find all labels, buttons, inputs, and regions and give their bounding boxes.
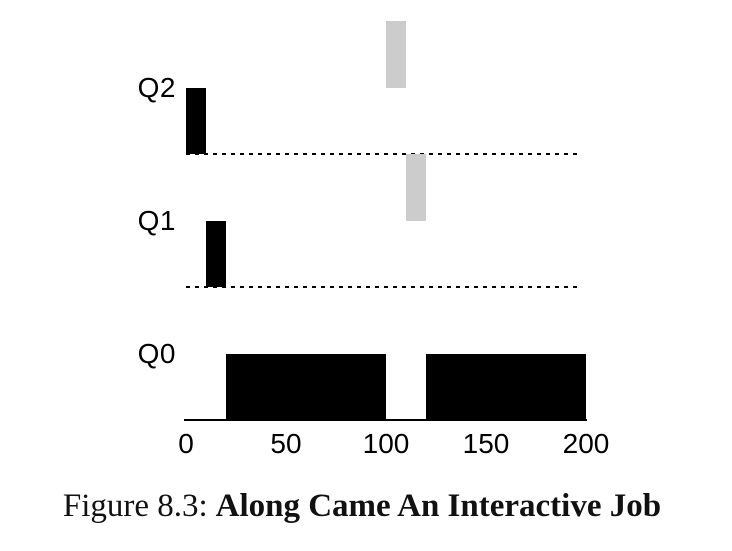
queue-label-q2: Q2 bbox=[137, 72, 176, 103]
queue-baseline-q1 bbox=[186, 286, 582, 288]
x-tick-label-0: 0 bbox=[178, 428, 194, 459]
queue-baseline-q2 bbox=[186, 153, 582, 155]
x-tick-label-150: 150 bbox=[462, 428, 510, 459]
figure-title: Along Came An Interactive Job bbox=[215, 488, 662, 524]
bar-black-job-q1-1 bbox=[206, 221, 226, 287]
queue-label-q0: Q0 bbox=[137, 338, 176, 369]
x-tick-label-200: 200 bbox=[562, 428, 610, 459]
figure-caption: Figure 8.3: Along Came An Interactive Job bbox=[0, 486, 724, 526]
queue-label-q1: Q1 bbox=[137, 205, 176, 236]
mlfq-chart: Q2 Q1 Q0 0 50 100 150 200 bbox=[137, 21, 610, 459]
figure-label: Figure 8.3: bbox=[62, 488, 208, 524]
x-tick-label-50: 50 bbox=[270, 428, 302, 459]
bar-gray-job-q1-1 bbox=[406, 154, 426, 221]
x-tick-label-100: 100 bbox=[362, 428, 410, 459]
bar-black-job-q0-3 bbox=[426, 354, 586, 420]
bar-black-job-q0-2 bbox=[226, 354, 386, 420]
bar-gray-job-q2-0 bbox=[386, 21, 406, 88]
bar-black-job-q2-0 bbox=[186, 88, 206, 154]
x-axis-line bbox=[184, 419, 587, 421]
